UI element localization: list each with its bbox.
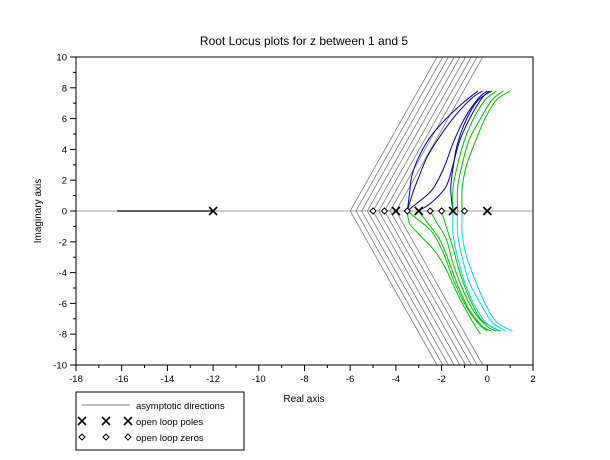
open-loop-zero-marker xyxy=(460,207,469,215)
x-axis-label: Real axis xyxy=(283,394,324,405)
asymptote-line xyxy=(378,56,466,366)
locus-branch-blue-upper xyxy=(450,90,493,212)
locus-branch-blue-upper xyxy=(407,90,488,212)
locus-branch-cyan-lower xyxy=(452,210,500,332)
locus-branch-green-lower xyxy=(407,210,488,332)
locus-branch-cyan-lower xyxy=(461,210,513,332)
x-tick-label: -6 xyxy=(346,374,354,385)
y-tick-label: -8 xyxy=(59,330,67,341)
x-stroke xyxy=(208,206,218,216)
x-tick-label: 0 xyxy=(485,374,490,385)
x-stroke xyxy=(448,206,458,216)
y-tick-label: 0 xyxy=(62,207,67,218)
legend-pole-marker xyxy=(123,416,133,426)
legend-zero-marker xyxy=(124,433,132,441)
x-tick-label: -12 xyxy=(206,374,220,385)
locus-branch-cyan-lower xyxy=(456,210,506,332)
open-loop-pole-marker xyxy=(414,206,424,216)
locus-branch-green-lower xyxy=(429,210,497,332)
y-tick-label: -6 xyxy=(59,299,67,310)
legend-label-zeros: open loop zeros xyxy=(136,433,204,444)
legend-label-poles: open loop poles xyxy=(136,417,203,428)
open-loop-zero-marker xyxy=(369,207,377,215)
legend-label-asymptotes: asymptotic directions xyxy=(136,401,225,412)
x-stroke xyxy=(391,206,401,216)
legend-diamond-markers xyxy=(78,433,132,441)
y-tick-label: -2 xyxy=(59,237,67,248)
x-stroke xyxy=(123,416,133,426)
x-axis: -18 -16 -14 -12 -10 -8 -6 -4 -2 0 2 xyxy=(69,365,536,385)
y-tick-label: 4 xyxy=(62,145,67,156)
open-loop-pole-marker xyxy=(391,206,401,216)
marker-layer xyxy=(208,206,492,216)
x-tick-label: -14 xyxy=(161,374,175,385)
x-tick-label: -8 xyxy=(300,374,308,385)
x-tick-label: -4 xyxy=(392,374,400,385)
open-loop-pole-marker xyxy=(208,206,218,216)
y-tick-label: 2 xyxy=(62,176,67,187)
legend-zero-marker xyxy=(102,433,110,441)
y-tick-label: 10 xyxy=(56,53,67,64)
y-axis: -10 -8 -6 -4 -2 0 2 4 6 8 10 xyxy=(53,53,76,372)
y-tick-label: -4 xyxy=(59,268,67,279)
x-tick-label: -16 xyxy=(115,374,129,385)
series-layer xyxy=(76,56,533,366)
asymptote-line xyxy=(349,56,438,366)
legend-box xyxy=(75,391,245,451)
locus-branch-green-lower xyxy=(406,210,481,335)
legend-pole-marker xyxy=(77,416,87,426)
open-loop-zero-marker xyxy=(380,207,389,215)
asymptote-line xyxy=(389,56,478,366)
x-tick-label: 2 xyxy=(530,374,535,385)
open-loop-zero-marker xyxy=(437,207,446,215)
y-tick-label: 8 xyxy=(62,83,67,94)
locus-branch-blue-upper xyxy=(406,90,479,212)
asymptote-line xyxy=(355,56,444,366)
x-stroke xyxy=(77,416,87,426)
x-stroke xyxy=(414,206,424,216)
x-tick-label: -10 xyxy=(252,374,266,385)
y-tick-label: -10 xyxy=(53,361,67,372)
open-loop-pole-marker xyxy=(448,206,458,216)
x-stroke xyxy=(482,206,492,216)
asymptote-line xyxy=(361,56,449,366)
locus-branch-blue-upper xyxy=(418,90,490,212)
y-axis-label: Imaginary axis xyxy=(33,179,44,243)
legend-x-markers xyxy=(77,416,133,426)
chart-title: Root Locus plots for z between 1 and 5 xyxy=(200,34,408,48)
locus-branch-green-lower xyxy=(418,210,493,332)
y-tick-label: 6 xyxy=(62,114,67,125)
open-loop-pole-marker xyxy=(482,206,492,216)
locus-branch-green-upper xyxy=(461,90,511,212)
locus-branch-green-upper xyxy=(452,90,497,212)
locus-branch-blue-upper xyxy=(406,90,484,212)
open-loop-zero-marker xyxy=(426,207,434,215)
x-stroke xyxy=(101,416,111,426)
legend: asymptotic directions open loop poles op… xyxy=(75,391,245,451)
x-tick-label: -2 xyxy=(437,374,445,385)
legend-zero-marker xyxy=(78,433,86,441)
locus-branch-green-upper xyxy=(456,90,504,212)
asymptote-line xyxy=(366,56,455,366)
open-loop-zero-marker xyxy=(403,207,412,215)
x-tick-label: -18 xyxy=(69,374,83,385)
legend-pole-marker xyxy=(101,416,111,426)
